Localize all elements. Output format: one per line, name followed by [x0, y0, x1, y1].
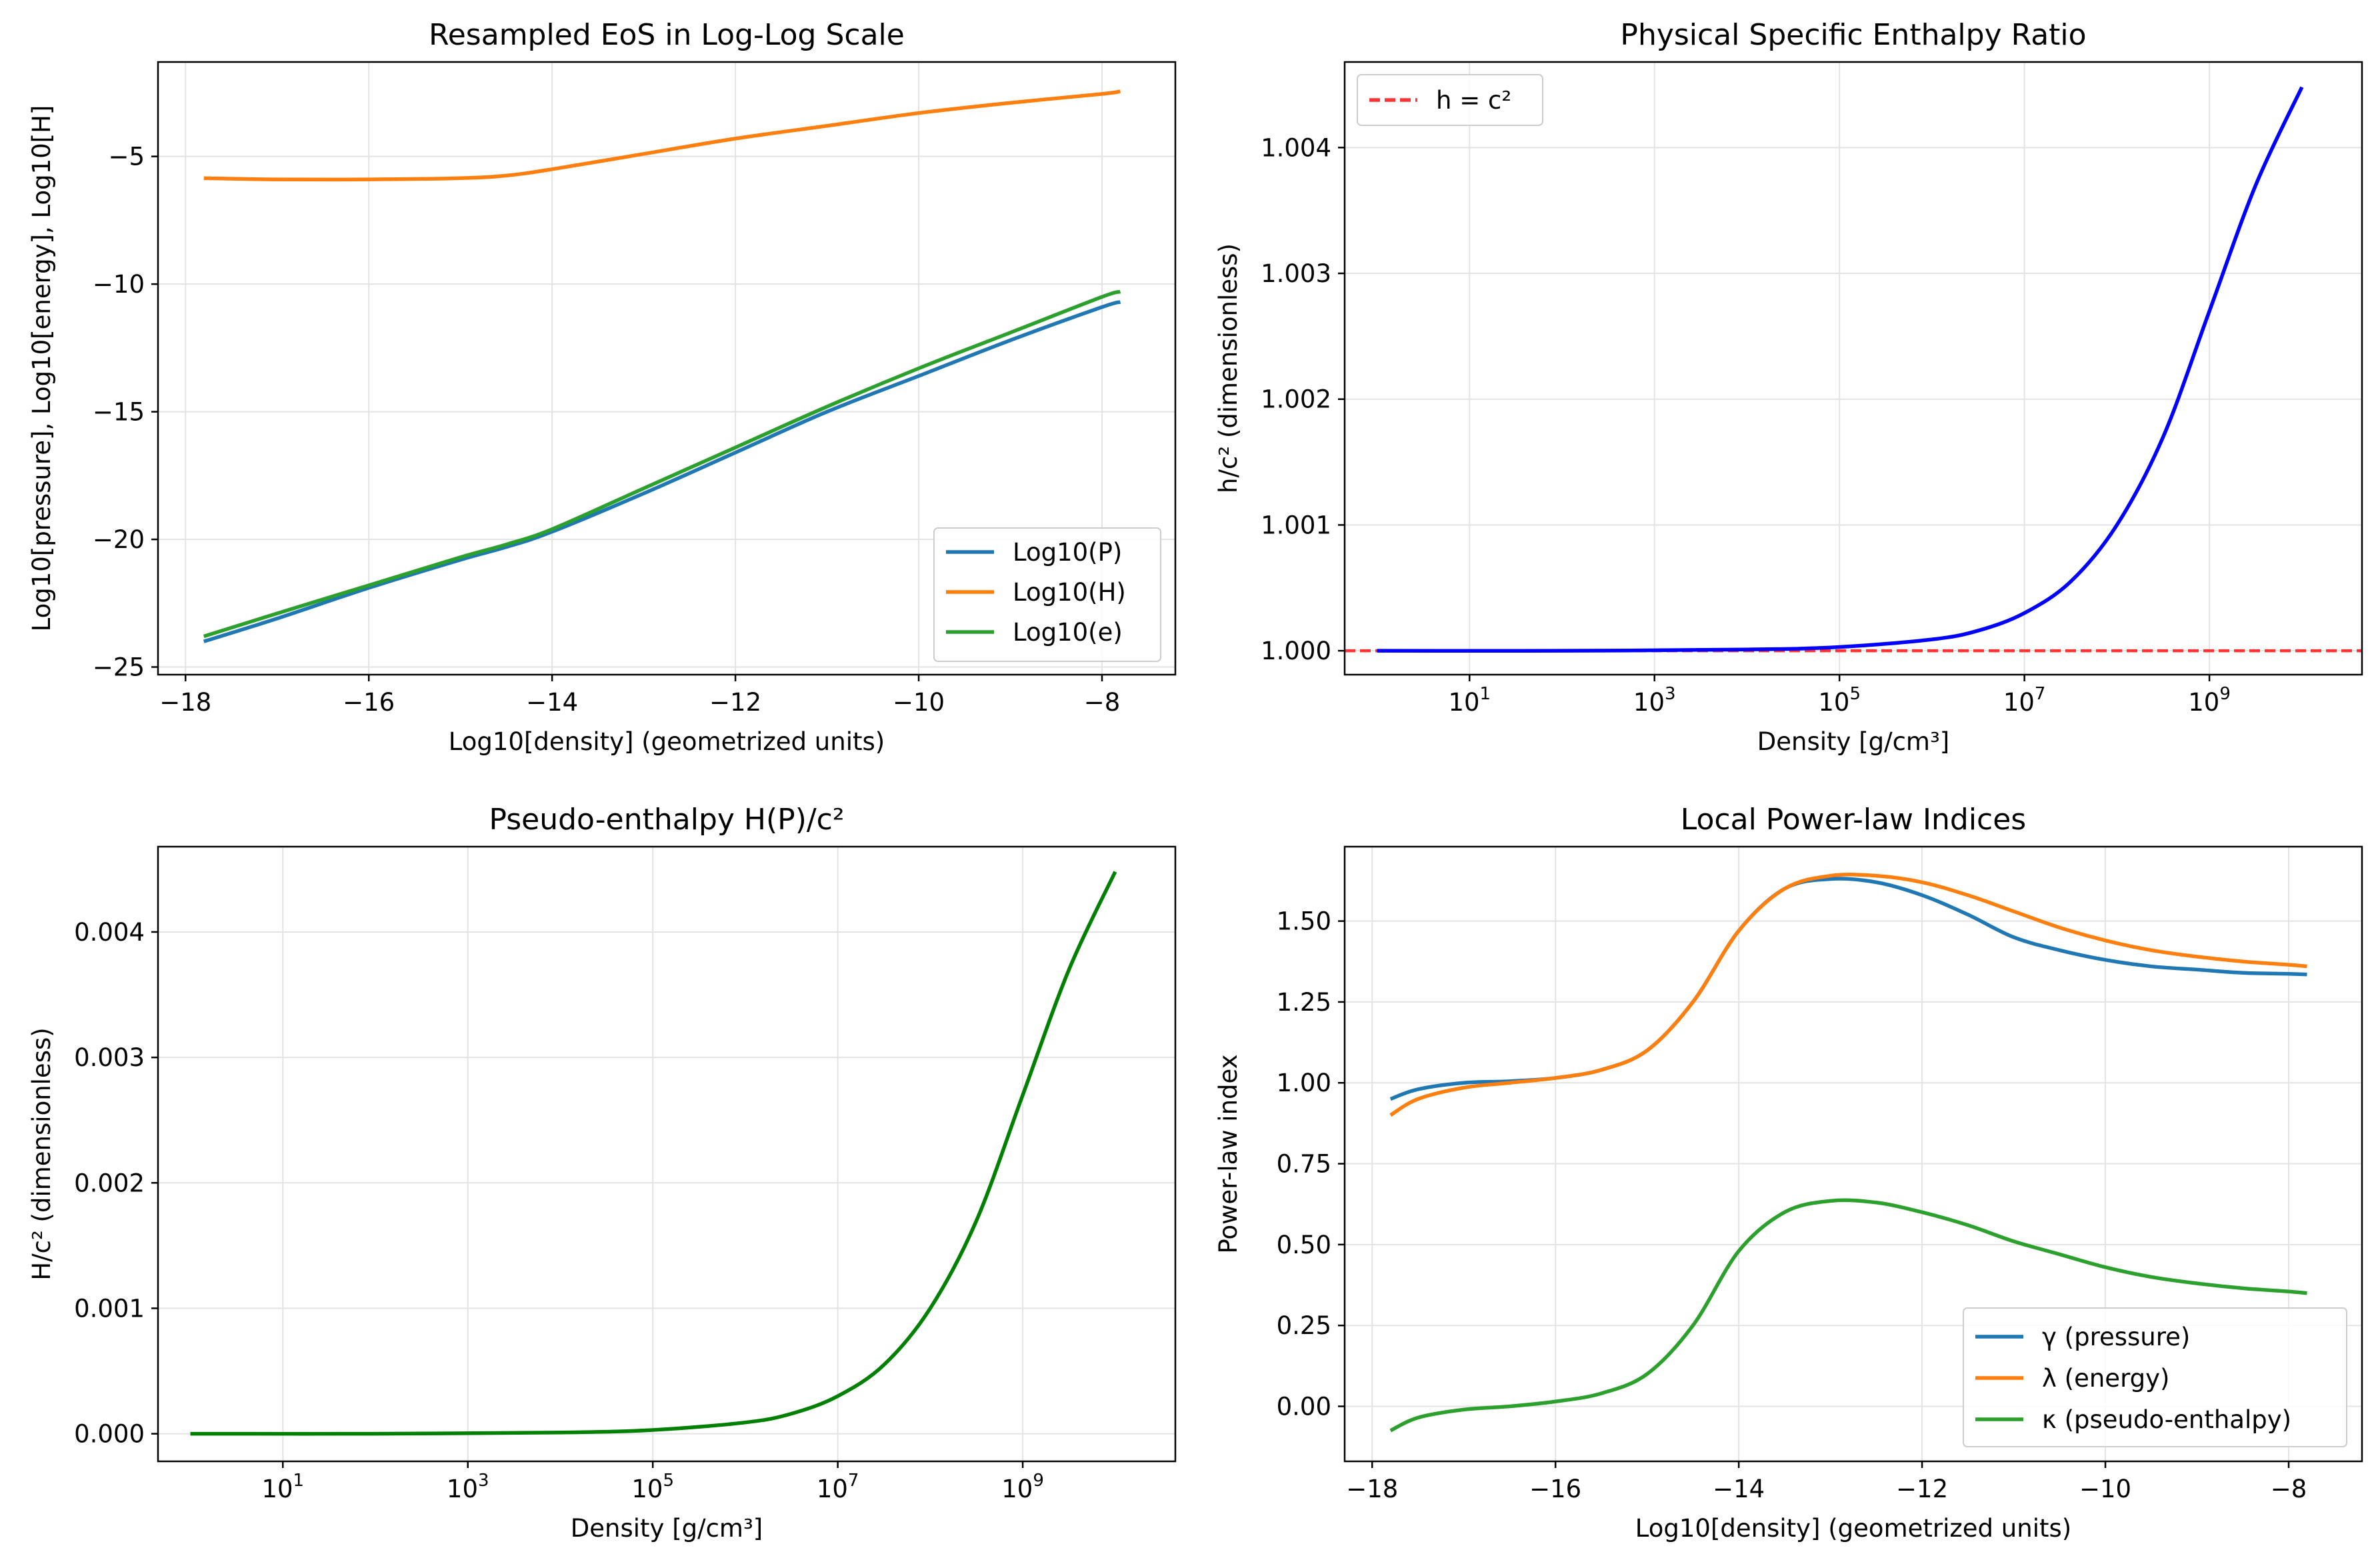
x-tick-label: 109 [2188, 684, 2231, 717]
x-tick-label: −18 [1346, 1475, 1398, 1503]
y-tick-label: 1.000 [1261, 637, 1331, 665]
chart-p4: −18 −16 −14 −12 −10 −8 0.00 0.25 0.50 0.75 1.00 1.2… [1214, 803, 2363, 1543]
legend-label: κ (pseudo-enthalpy) [2042, 1405, 2291, 1434]
x-tick-label: −14 [1713, 1475, 1765, 1503]
x-axis-label: Density [g/cm³] [1757, 727, 1949, 756]
legend-box [933, 527, 1161, 662]
legend-label: Log10(e) [1013, 618, 1123, 647]
x-axis-label: Log10[density] (geometrized units) [1635, 1514, 2071, 1543]
y-tick-label: 0.75 [1277, 1150, 1331, 1179]
x-tick-label: −16 [343, 688, 395, 717]
legend-label: γ (pressure) [2042, 1323, 2190, 1351]
legend-label: Log10(P) [1013, 538, 1122, 567]
y-tick-label: 1.00 [1277, 1069, 1331, 1097]
y-tick-label: 0.25 [1277, 1311, 1331, 1340]
legend-box [1357, 74, 1543, 126]
y-axis-label: Log10[pressure], Log10[energy], Log10[H] [27, 105, 56, 632]
axes-frame [157, 845, 1177, 1463]
y-tick-label: 0.004 [74, 918, 145, 947]
y-tick-label: 1.004 [1261, 133, 1331, 162]
y-axis-label: H/c² (dimensionless) [27, 1027, 56, 1280]
series-line-0 [1377, 86, 2304, 653]
y-tick-label: 0.001 [74, 1294, 145, 1323]
series-line-2 [1389, 1198, 2307, 1433]
x-axis-label: Density [g/cm³] [571, 1514, 763, 1543]
x-tick-label: 101 [261, 1471, 304, 1503]
y-axis-label: h/c² (dimensionless) [1214, 243, 1243, 493]
x-tick-label: 103 [447, 1471, 489, 1503]
series-line-0 [203, 300, 1121, 643]
series-line-0 [1389, 877, 2307, 1101]
x-tick-label: 107 [817, 1471, 859, 1503]
legend-label: Log10(H) [1013, 578, 1126, 607]
x-tick-label: −14 [526, 688, 578, 717]
x-tick-label: −18 [159, 688, 211, 717]
y-tick-label: 1.001 [1261, 511, 1331, 539]
y-tick-label: −10 [93, 270, 145, 299]
legend: h = c² [1357, 74, 1543, 126]
x-tick-label: −16 [1529, 1475, 1581, 1503]
y-tick-label: 0.50 [1277, 1231, 1331, 1259]
y-tick-label: −20 [93, 525, 145, 554]
x-tick-label: 109 [1001, 1471, 1044, 1503]
legend: Log10(P) Log10(H) Log10(e) [933, 527, 1161, 662]
series-line-1 [203, 89, 1121, 182]
y-tick-label: 1.25 [1277, 988, 1331, 1017]
legend-label: λ (energy) [2042, 1364, 2169, 1393]
y-axis-label: Power-law index [1214, 1054, 1243, 1253]
y-tick-label: 1.002 [1261, 385, 1331, 414]
x-tick-label: 105 [1818, 684, 1861, 717]
chart-p2: 101 103 105 107 109 1.000 1.001 1.002 1.003 1.004… [1214, 18, 2363, 756]
series-line-2 [203, 289, 1121, 639]
axes-frame [1343, 61, 2363, 676]
chart-title: Pseudo-enthalpy H(P)/c² [489, 803, 844, 837]
y-tick-label: 0.000 [74, 1420, 145, 1449]
y-tick-label: −5 [108, 143, 145, 171]
y-tick-label: 1.003 [1261, 259, 1331, 288]
x-tick-label: 105 [631, 1471, 674, 1503]
axes-frame [157, 61, 1177, 676]
y-tick-label: 0.003 [74, 1043, 145, 1072]
x-axis-label: Log10[density] (geometrized units) [449, 727, 885, 756]
legend-label: h = c² [1436, 86, 1511, 115]
chart-title: Resampled EoS in Log-Log Scale [429, 18, 905, 52]
x-tick-label: 101 [1448, 684, 1491, 717]
y-tick-label: 0.00 [1277, 1393, 1331, 1421]
x-tick-label: −8 [2271, 1475, 2307, 1503]
series-line-1 [1389, 873, 2307, 1117]
x-tick-label: −10 [893, 688, 945, 717]
legend-box [1963, 1307, 2347, 1447]
series-line-0 [190, 871, 1117, 1436]
chart-p3: 101 103 105 107 109 0.000 0.001 0.002 0.003 0.004… [27, 803, 1177, 1543]
x-tick-label: −8 [1084, 688, 1121, 717]
x-tick-label: −12 [709, 688, 761, 717]
y-tick-label: 0.002 [74, 1169, 145, 1197]
y-tick-label: −25 [93, 653, 145, 682]
legend: γ (pressure) λ (energy) κ (pseudo-enthalpy… [1963, 1307, 2347, 1447]
x-tick-label: 107 [2003, 684, 2046, 717]
x-tick-label: −12 [1896, 1475, 1948, 1503]
chart-p1: −18 −16 −14 −12 −10 −8 −25 −20 −15 −10 −5 Resampled… [27, 18, 1177, 756]
x-tick-label: −10 [2079, 1475, 2131, 1503]
y-tick-label: −15 [93, 398, 145, 427]
chart-title: Local Power-law Indices [1681, 803, 2026, 837]
axes-frame [1343, 845, 2363, 1463]
chart-title: Physical Specific Enthalpy Ratio [1620, 18, 2086, 52]
x-tick-label: 103 [1633, 684, 1676, 717]
y-tick-label: 1.50 [1277, 907, 1331, 936]
